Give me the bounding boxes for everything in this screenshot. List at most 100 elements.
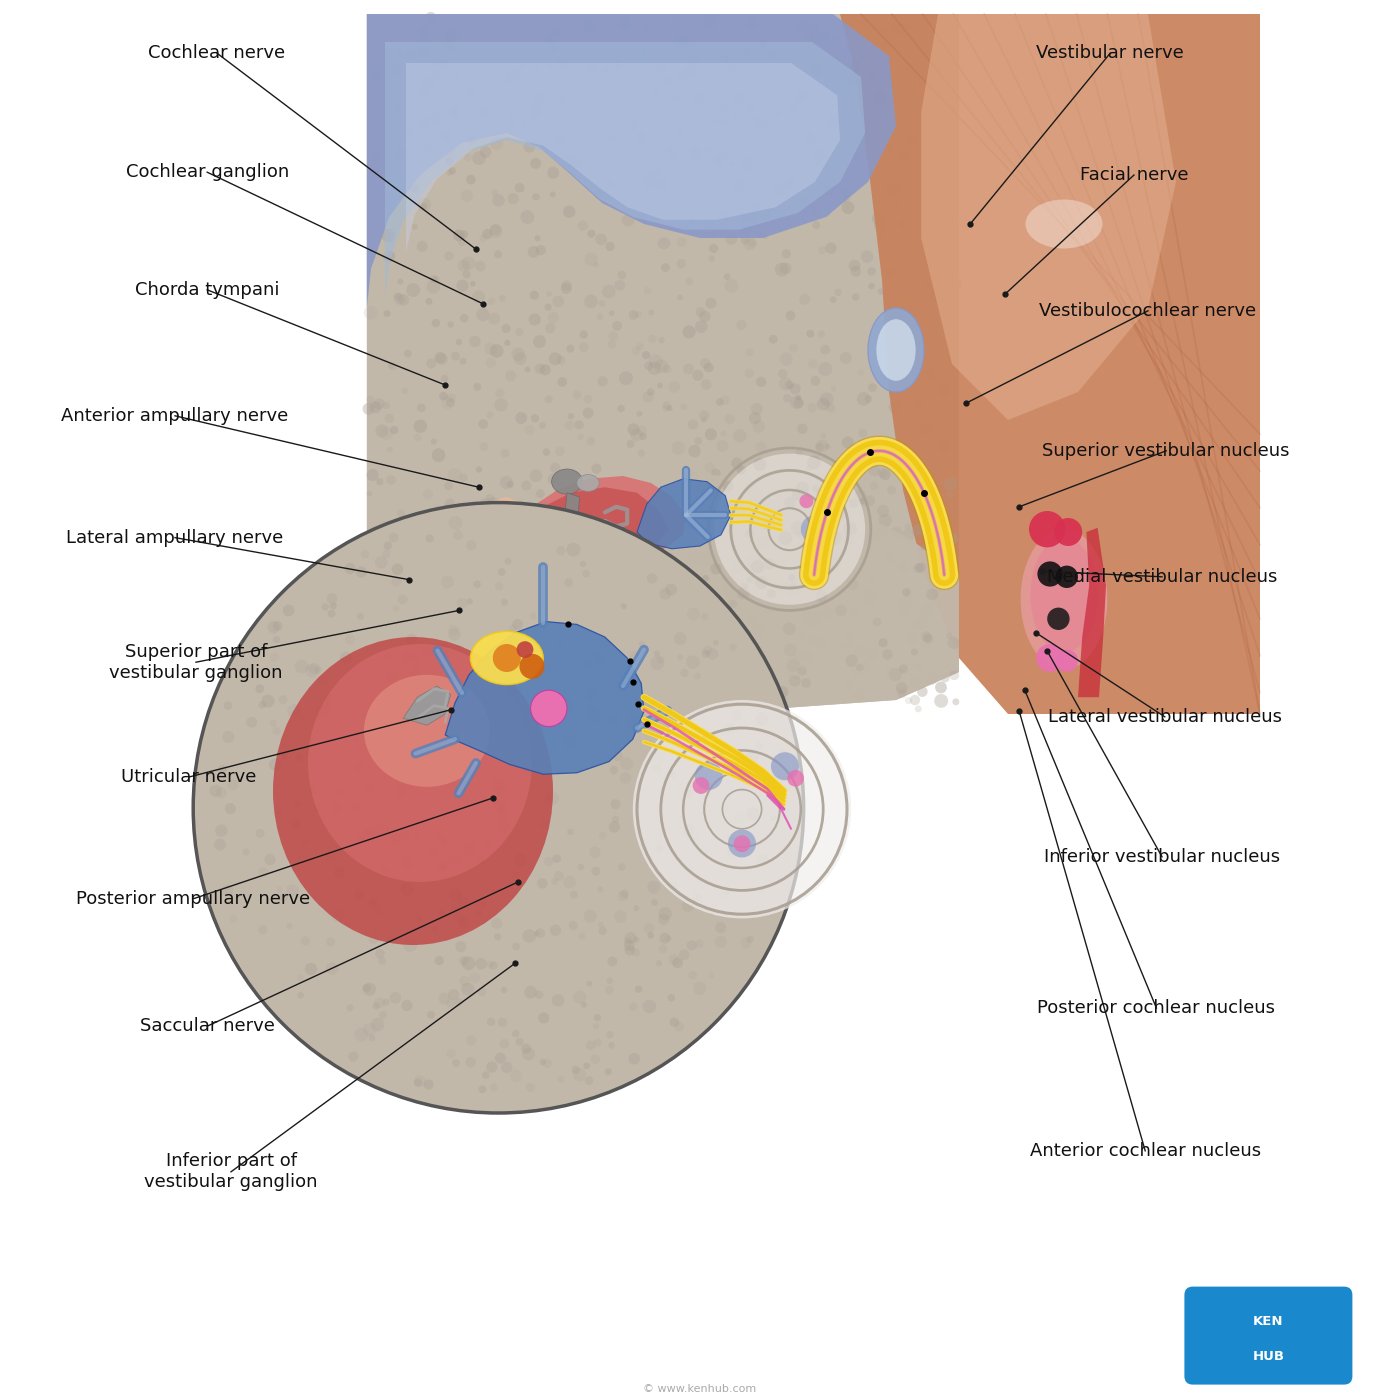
Circle shape xyxy=(428,616,435,623)
Circle shape xyxy=(246,717,258,728)
Circle shape xyxy=(784,601,790,606)
Circle shape xyxy=(472,151,486,165)
Circle shape xyxy=(704,14,718,28)
Circle shape xyxy=(840,351,851,364)
Circle shape xyxy=(594,563,605,574)
Circle shape xyxy=(414,743,421,750)
Circle shape xyxy=(923,634,932,644)
Circle shape xyxy=(419,587,430,598)
Circle shape xyxy=(657,179,669,192)
Circle shape xyxy=(850,64,857,71)
Circle shape xyxy=(475,958,487,970)
Circle shape xyxy=(456,598,468,608)
Circle shape xyxy=(413,167,423,178)
Ellipse shape xyxy=(470,631,543,685)
Circle shape xyxy=(501,1061,512,1072)
Circle shape xyxy=(476,910,482,917)
Text: Cochlear nerve: Cochlear nerve xyxy=(148,45,286,62)
Circle shape xyxy=(599,927,608,935)
Circle shape xyxy=(305,963,318,976)
Circle shape xyxy=(434,610,442,619)
Circle shape xyxy=(489,312,500,325)
Circle shape xyxy=(641,588,652,599)
Circle shape xyxy=(406,634,417,645)
Circle shape xyxy=(610,573,620,581)
Circle shape xyxy=(484,343,497,356)
Circle shape xyxy=(914,563,923,573)
Circle shape xyxy=(788,671,794,678)
Circle shape xyxy=(785,179,794,188)
Circle shape xyxy=(686,941,697,951)
Circle shape xyxy=(391,577,400,587)
Circle shape xyxy=(283,605,294,616)
Circle shape xyxy=(920,545,927,550)
Circle shape xyxy=(487,1018,496,1026)
Circle shape xyxy=(539,421,546,428)
Circle shape xyxy=(876,505,889,517)
Circle shape xyxy=(602,511,610,519)
Circle shape xyxy=(330,602,337,609)
Text: Saccular nerve: Saccular nerve xyxy=(140,1018,274,1035)
Circle shape xyxy=(420,603,428,612)
Circle shape xyxy=(587,230,595,238)
Circle shape xyxy=(421,560,433,571)
Circle shape xyxy=(598,377,608,386)
Circle shape xyxy=(444,251,454,260)
Circle shape xyxy=(510,545,515,550)
Circle shape xyxy=(650,657,664,671)
Circle shape xyxy=(451,717,461,727)
Circle shape xyxy=(741,157,750,167)
Circle shape xyxy=(816,440,829,452)
Circle shape xyxy=(846,680,854,689)
Circle shape xyxy=(795,88,808,102)
Circle shape xyxy=(438,676,448,687)
Circle shape xyxy=(938,385,951,396)
Circle shape xyxy=(368,899,378,909)
Circle shape xyxy=(745,161,755,172)
Circle shape xyxy=(746,99,757,111)
Circle shape xyxy=(455,941,466,952)
Circle shape xyxy=(382,657,392,665)
Circle shape xyxy=(340,651,351,664)
Circle shape xyxy=(479,524,487,532)
Circle shape xyxy=(501,675,508,682)
Circle shape xyxy=(414,832,421,839)
Circle shape xyxy=(448,889,462,902)
Circle shape xyxy=(580,343,588,351)
Circle shape xyxy=(756,711,769,725)
Circle shape xyxy=(262,694,274,707)
Circle shape xyxy=(535,720,547,732)
Circle shape xyxy=(952,699,959,706)
Text: Posterior cochlear nucleus: Posterior cochlear nucleus xyxy=(1037,1000,1275,1016)
Circle shape xyxy=(629,535,638,545)
Circle shape xyxy=(557,1075,564,1082)
Circle shape xyxy=(854,489,867,501)
Circle shape xyxy=(816,150,826,161)
Circle shape xyxy=(398,279,403,284)
Circle shape xyxy=(888,62,893,69)
Circle shape xyxy=(805,132,815,141)
Circle shape xyxy=(665,584,678,596)
Text: Anterior cochlear nucleus: Anterior cochlear nucleus xyxy=(1029,1142,1261,1159)
Circle shape xyxy=(693,981,707,995)
Circle shape xyxy=(946,62,956,71)
Circle shape xyxy=(935,561,946,571)
Circle shape xyxy=(445,498,455,508)
Circle shape xyxy=(466,540,476,550)
Circle shape xyxy=(841,202,854,214)
Circle shape xyxy=(902,113,914,126)
Circle shape xyxy=(826,403,836,413)
Circle shape xyxy=(790,384,801,395)
Circle shape xyxy=(854,689,865,700)
Circle shape xyxy=(696,307,706,316)
Circle shape xyxy=(389,833,402,846)
Circle shape xyxy=(388,361,396,370)
Circle shape xyxy=(308,662,321,675)
Circle shape xyxy=(596,88,602,94)
Circle shape xyxy=(406,595,412,601)
Circle shape xyxy=(567,734,580,746)
Circle shape xyxy=(295,659,308,673)
Circle shape xyxy=(703,218,714,230)
Circle shape xyxy=(505,370,517,381)
Circle shape xyxy=(780,262,791,274)
